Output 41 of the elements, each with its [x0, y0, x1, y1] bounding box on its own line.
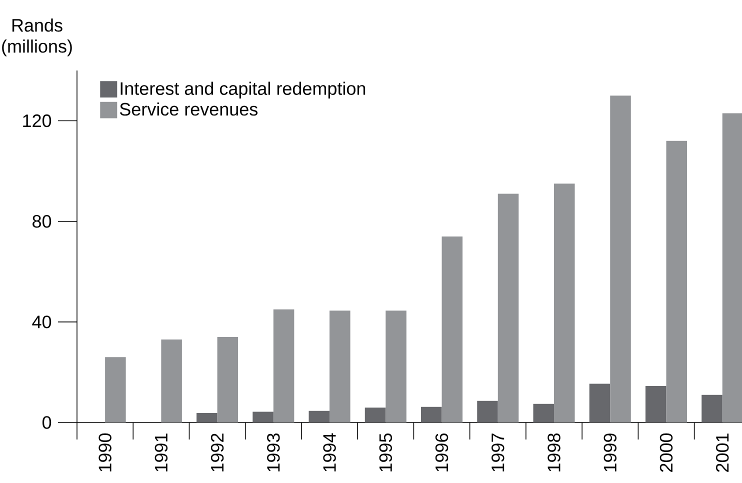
x-tick-label: 1997	[492, 434, 504, 472]
y-axis-title: Rands (millions)	[2, 18, 72, 56]
legend-label: Interest and capital redemption	[120, 82, 366, 98]
legend-label: Service revenues	[120, 102, 258, 116]
bar	[217, 337, 238, 422]
bar	[702, 394, 722, 422]
x-tick-label: 2001	[716, 434, 729, 472]
bar	[498, 194, 519, 422]
bar	[196, 412, 218, 422]
x-tick-label: 1990	[98, 433, 112, 472]
bar	[105, 357, 126, 422]
bar	[386, 310, 406, 422]
x-tick-label: 1991	[154, 434, 168, 472]
bar	[477, 400, 498, 422]
bar	[533, 404, 554, 422]
bar	[308, 410, 330, 422]
x-tick-label: 1996	[435, 434, 448, 472]
bar	[442, 236, 463, 422]
bar	[421, 406, 442, 422]
bar	[554, 184, 575, 422]
x-tick-label: 1992	[210, 434, 224, 472]
x-tick-label: 1998	[548, 433, 560, 472]
bar	[722, 113, 742, 422]
x-tick-label: 1993	[267, 434, 280, 472]
bar	[273, 309, 294, 422]
bar	[161, 340, 182, 422]
bar	[645, 386, 666, 422]
bar	[589, 384, 610, 422]
x-tick-label: 1999	[604, 434, 616, 472]
bar	[666, 140, 688, 422]
bar	[330, 310, 350, 422]
bar	[252, 412, 274, 422]
y-tick-label: 40	[32, 316, 52, 328]
x-tick-label: 1994	[323, 433, 336, 472]
bar	[610, 96, 631, 422]
x-tick-label: 1995	[379, 433, 392, 472]
y-tick-label: 80	[32, 214, 52, 228]
y-tick-label: 0	[42, 416, 52, 429]
bar	[364, 408, 386, 422]
x-tick-label: 2000	[660, 433, 673, 472]
y-tick-label: 120	[23, 114, 52, 128]
